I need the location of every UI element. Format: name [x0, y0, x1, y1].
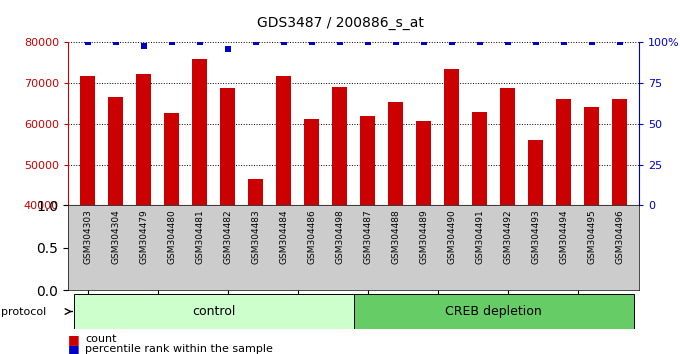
Point [222, 46, 233, 52]
Bar [444, 69, 459, 205]
Point [530, 40, 541, 45]
Bar [612, 99, 628, 205]
Bar [528, 140, 543, 205]
Point [194, 40, 205, 45]
Point [474, 40, 485, 45]
Text: control: control [192, 305, 235, 318]
Text: GSM304490: GSM304490 [447, 210, 456, 264]
Point [166, 40, 177, 45]
Text: GSM304480: GSM304480 [167, 210, 176, 264]
Bar [472, 112, 488, 205]
Bar [360, 116, 375, 205]
Text: GSM304493: GSM304493 [531, 210, 540, 264]
Point [362, 40, 373, 45]
Text: GSM304495: GSM304495 [587, 210, 596, 264]
Bar [248, 179, 263, 205]
Text: protocol: protocol [1, 307, 47, 316]
Text: GSM304304: GSM304304 [111, 210, 120, 264]
Bar [192, 59, 207, 205]
Bar [73, 294, 354, 329]
Bar [584, 107, 599, 205]
Text: GSM304492: GSM304492 [503, 210, 512, 264]
Point [278, 40, 289, 45]
Text: GSM304487: GSM304487 [363, 210, 372, 264]
Bar [276, 76, 291, 205]
Bar [500, 88, 515, 205]
Bar [220, 88, 235, 205]
Text: ■: ■ [68, 343, 80, 354]
Text: count: count [85, 334, 116, 344]
Text: GSM304486: GSM304486 [307, 210, 316, 264]
Point [110, 40, 121, 45]
Point [306, 40, 317, 45]
Bar [108, 97, 123, 205]
Text: CREB depletion: CREB depletion [445, 305, 542, 318]
Text: GSM304479: GSM304479 [139, 210, 148, 264]
Text: ■: ■ [68, 333, 80, 346]
Point [138, 43, 149, 48]
Point [614, 40, 625, 45]
Bar [332, 87, 347, 205]
Text: percentile rank within the sample: percentile rank within the sample [85, 344, 273, 354]
Text: GSM304483: GSM304483 [251, 210, 260, 264]
Bar [80, 76, 95, 205]
Text: GSM304484: GSM304484 [279, 210, 288, 264]
Text: GSM304482: GSM304482 [223, 210, 232, 264]
Text: GSM304491: GSM304491 [475, 210, 484, 264]
Text: GSM304488: GSM304488 [391, 210, 400, 264]
Point [82, 40, 93, 45]
Bar [136, 74, 151, 205]
Text: GDS3487 / 200886_s_at: GDS3487 / 200886_s_at [256, 16, 424, 30]
Text: GSM304303: GSM304303 [83, 210, 92, 264]
Point [502, 40, 513, 45]
Text: GSM304496: GSM304496 [615, 210, 624, 264]
Bar [556, 99, 571, 205]
Point [334, 40, 345, 45]
Point [390, 40, 401, 45]
Text: GSM304489: GSM304489 [419, 210, 428, 264]
Point [558, 40, 569, 45]
Bar [164, 113, 180, 205]
Text: GSM304494: GSM304494 [559, 210, 568, 264]
Bar [388, 102, 403, 205]
Point [586, 40, 597, 45]
Point [446, 40, 457, 45]
Point [250, 40, 261, 45]
Bar [304, 119, 320, 205]
Bar [354, 294, 634, 329]
Text: GSM304481: GSM304481 [195, 210, 204, 264]
Point [418, 40, 429, 45]
Bar [416, 121, 431, 205]
Text: GSM304498: GSM304498 [335, 210, 344, 264]
